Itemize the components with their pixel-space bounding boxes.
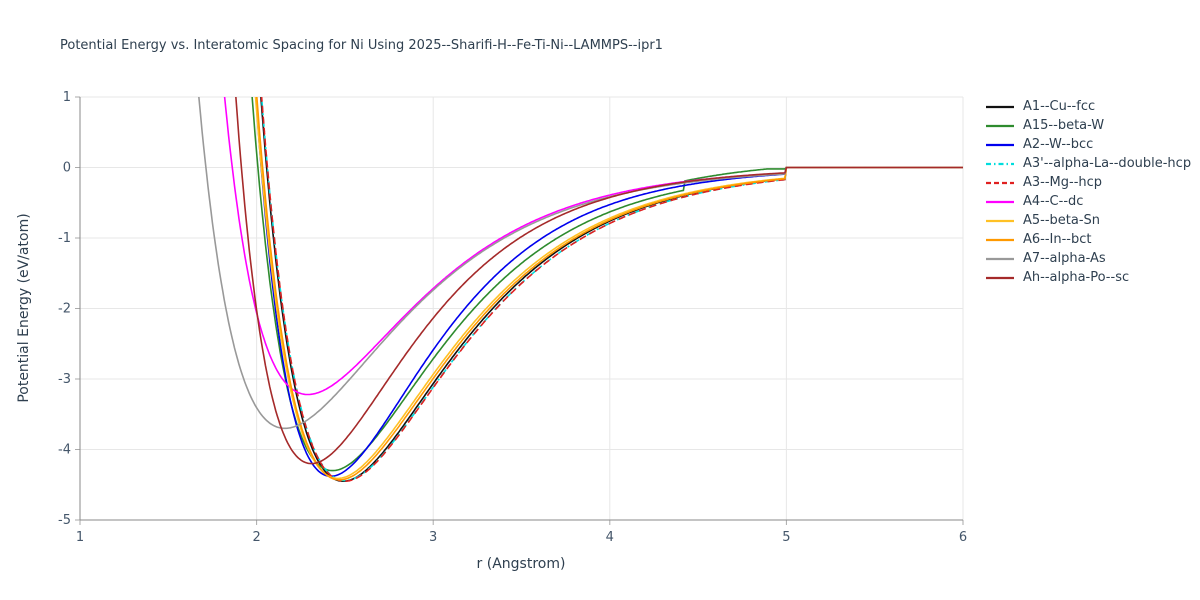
y-tick-label: 0 (63, 161, 71, 176)
legend-item: A3'--alpha-La--double-hcp (985, 156, 1192, 171)
legend-swatch-line (986, 200, 1014, 203)
legend-label: A1--Cu--fcc (1023, 99, 1096, 114)
series-A2--W--bcc (255, 97, 963, 478)
x-tick-label: 3 (429, 530, 437, 545)
series-A7--alpha-As (198, 97, 963, 430)
y-tick-label: -3 (58, 372, 71, 387)
series-A15--beta-W (251, 97, 963, 472)
legend-label: A2--W--bcc (1023, 137, 1094, 152)
legend-item: A1--Cu--fcc (985, 99, 1191, 114)
legend-item: A3--Mg--hcp (985, 175, 1191, 190)
legend-swatch-line (986, 181, 1014, 184)
y-tick-label: 1 (63, 90, 71, 105)
y-axis-label: Potential Energy (eV/atom) (16, 213, 32, 403)
legend-label: A5--beta-Sn (1023, 213, 1101, 228)
series-A1--Cu--fcc (260, 97, 963, 483)
legend-label: A3--Mg--hcp (1023, 175, 1103, 190)
legend-swatch-line (986, 124, 1014, 127)
y-tick-label: -2 (58, 302, 71, 317)
x-tick-label: 6 (959, 530, 967, 545)
series-group (198, 97, 963, 483)
legend-label: A4--C--dc (1023, 194, 1084, 209)
legend-item: A4--C--dc (985, 194, 1191, 209)
series-A6--In--bct (256, 97, 963, 481)
chart-title: Potential Energy vs. Interatomic Spacing… (60, 38, 663, 53)
x-tick-label: 2 (252, 530, 260, 545)
series-A5--beta-Sn (254, 97, 963, 480)
legend-item: A15--beta-W (985, 118, 1191, 133)
x-tick-label: 4 (606, 530, 614, 545)
legend-item: Ah--alpha-Po--sc (985, 270, 1191, 285)
x-axis-label: r (Angstrom) (476, 556, 566, 572)
y-tick-label: -1 (58, 231, 71, 246)
series-Ah--alpha-Po--sc (235, 97, 963, 465)
legend-item: A5--beta-Sn (985, 213, 1191, 228)
legend: A1--Cu--fcc A15--beta-W A2--W--bcc A3'--alp… (985, 99, 1192, 285)
series-A3--Mg--hcp (260, 97, 963, 483)
legend-label: Ah--alpha-Po--sc (1023, 270, 1130, 285)
y-tick-label: -4 (58, 443, 71, 458)
legend-swatch-line (986, 238, 1014, 241)
x-tick-label: 5 (782, 530, 790, 545)
legend-item: A7--alpha-As (985, 251, 1191, 266)
legend-label: A6--In--bct (1023, 232, 1092, 247)
legend-swatch-line (986, 162, 1014, 165)
legend-item: A2--W--bcc (985, 137, 1191, 152)
legend-swatch-line (986, 143, 1014, 146)
legend-label: A7--alpha-As (1023, 251, 1106, 266)
y-tick-label: -5 (58, 513, 71, 528)
x-tick-label: 1 (76, 530, 84, 545)
series-A3'--alpha-La--double-hcp (260, 97, 963, 482)
legend-swatch-line (986, 276, 1014, 279)
legend-swatch-line (986, 105, 1014, 108)
legend-item: A6--In--bct (985, 232, 1191, 247)
legend-label: A15--beta-W (1023, 118, 1105, 133)
legend-swatch-line (986, 219, 1014, 222)
legend-label: A3'--alpha-La--double-hcp (1023, 156, 1192, 171)
legend-swatch-line (986, 257, 1014, 260)
